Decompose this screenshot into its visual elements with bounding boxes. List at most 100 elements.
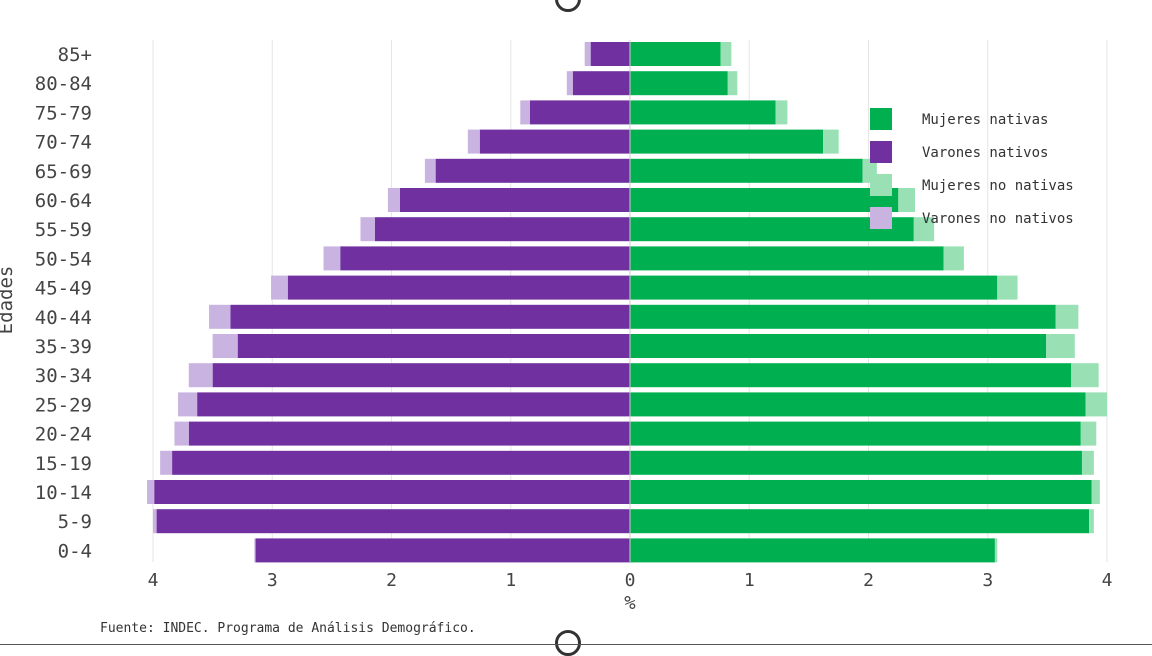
bar-varones-nativos (529, 100, 630, 125)
bar-varones-no-nativos (584, 42, 591, 66)
bar-mujeres-no-nativas (1080, 421, 1097, 446)
bar-varones-no-nativos (566, 71, 573, 96)
x-axis-tick-labels: 4 3 2 1 0 1 2 3 4 (148, 570, 1113, 591)
bar-varones-no-nativos (467, 129, 480, 154)
bar-mujeres-no-nativas (994, 538, 998, 563)
bar-mujeres-no-nativas (1091, 480, 1100, 504)
x-tick-label: 4 (148, 570, 159, 591)
bar-varones-nativos (374, 217, 630, 242)
source-note: Fuente: INDEC. Programa de Análisis Demo… (100, 621, 476, 636)
x-axis-title: % (624, 592, 636, 614)
bar-varones-nativos (156, 509, 630, 534)
bar-varones-nativos (572, 71, 630, 96)
bar-mujeres-nativas (630, 246, 944, 271)
bar-mujeres-no-nativas (1085, 392, 1107, 417)
bar-varones-no-nativos (254, 538, 256, 563)
bar-mujeres-nativas (630, 71, 728, 96)
y-tick-label: 70-74 (35, 132, 92, 154)
legend-swatch (870, 174, 892, 196)
legend: Mujeres nativas Varones nativos Mujeres no… (870, 108, 1074, 229)
bar-varones-no-nativos (360, 217, 375, 242)
bar-mujeres-no-nativas (997, 275, 1018, 300)
bar-varones-no-nativos (323, 246, 341, 271)
bar-mujeres-nativas (630, 450, 1082, 475)
bar-varones-nativos (230, 304, 630, 329)
y-axis-tick-labels: 0-4 5-9 10-14 15-19 20-24 25-29 30-34 35-39 40-4… (35, 44, 92, 562)
bar-mujeres-nativas (630, 42, 721, 66)
x-tick-label: 0 (625, 570, 636, 591)
bar-mujeres-nativas (630, 304, 1056, 329)
bar-varones-no-nativos (178, 392, 198, 417)
bar-varones-no-nativos (209, 304, 231, 329)
bar-varones-nativos (590, 42, 630, 66)
bar-varones-no-nativos (153, 509, 157, 534)
bar-mujeres-nativas (630, 509, 1090, 534)
bar-varones-nativos (237, 334, 631, 358)
bar-varones-nativos (255, 538, 630, 563)
y-tick-label: 55-59 (35, 219, 92, 241)
x-tick-label: 3 (267, 570, 278, 591)
bar-mujeres-no-nativas (775, 100, 788, 125)
bar-mujeres-nativas (630, 100, 776, 125)
bar-varones-nativos (212, 363, 630, 388)
y-tick-label: 30-34 (35, 365, 92, 387)
bottom-circle-marker (555, 630, 581, 656)
bar-mujeres-nativas (630, 129, 824, 154)
y-tick-label: 50-54 (35, 248, 92, 270)
bar-mujeres-no-nativas (913, 217, 935, 242)
y-tick-label: 40-44 (35, 307, 92, 329)
legend-label: Varones no nativos (922, 211, 1074, 227)
bar-mujeres-no-nativas (1089, 509, 1094, 534)
y-tick-label: 0-4 (58, 540, 92, 562)
bar-mujeres-nativas (630, 158, 863, 183)
bar-varones-nativos (479, 129, 630, 154)
legend-swatch (870, 207, 892, 229)
y-tick-label: 65-69 (35, 161, 92, 183)
bar-mujeres-nativas (630, 275, 998, 300)
bar-varones-no-nativos (271, 275, 288, 300)
y-tick-label: 35-39 (35, 336, 92, 358)
bar-varones-nativos (399, 188, 630, 212)
x-tick-label: 1 (744, 570, 755, 591)
bar-mujeres-no-nativas (1055, 304, 1079, 329)
y-tick-label: 75-79 (35, 102, 92, 124)
x-tick-label: 2 (386, 570, 397, 591)
legend-swatch (870, 141, 892, 163)
bar-varones-no-nativos (160, 450, 173, 475)
bar-varones-no-nativos (212, 334, 238, 358)
bar-mujeres-no-nativas (720, 42, 732, 66)
y-tick-label: 20-24 (35, 424, 92, 446)
bar-varones-nativos (172, 450, 630, 475)
bar-mujeres-nativas (630, 334, 1047, 358)
legend-swatch (870, 108, 892, 130)
bar-varones-no-nativos (147, 480, 155, 504)
y-tick-label: 85+ (58, 44, 92, 66)
bar-varones-nativos (188, 421, 630, 446)
y-tick-label: 25-29 (35, 394, 92, 416)
bar-varones-no-nativos (424, 158, 436, 183)
bar-varones-nativos (287, 275, 630, 300)
bar-varones-nativos (197, 392, 630, 417)
bars (147, 42, 1107, 563)
bar-varones-nativos (435, 158, 630, 183)
bar-mujeres-no-nativas (1081, 450, 1094, 475)
bar-mujeres-nativas (630, 217, 914, 242)
bar-mujeres-no-nativas (727, 71, 738, 96)
x-tick-label: 3 (982, 570, 993, 591)
bar-mujeres-no-nativas (898, 188, 916, 212)
bar-mujeres-no-nativas (1071, 363, 1099, 388)
bottom-divider (0, 644, 1152, 645)
y-tick-label: 60-64 (35, 190, 92, 212)
y-tick-label: 5-9 (58, 511, 92, 533)
legend-label: Mujeres no nativas (922, 178, 1074, 194)
bar-mujeres-no-nativas (1046, 334, 1075, 358)
bar-mujeres-nativas (630, 538, 995, 563)
legend-label: Mujeres nativas (922, 112, 1048, 128)
bar-mujeres-no-nativas (823, 129, 839, 154)
bar-varones-no-nativos (387, 188, 400, 212)
bar-mujeres-no-nativas (943, 246, 964, 271)
bar-varones-no-nativos (174, 421, 189, 446)
bar-varones-no-nativos (188, 363, 213, 388)
legend-label: Varones nativos (922, 145, 1048, 161)
